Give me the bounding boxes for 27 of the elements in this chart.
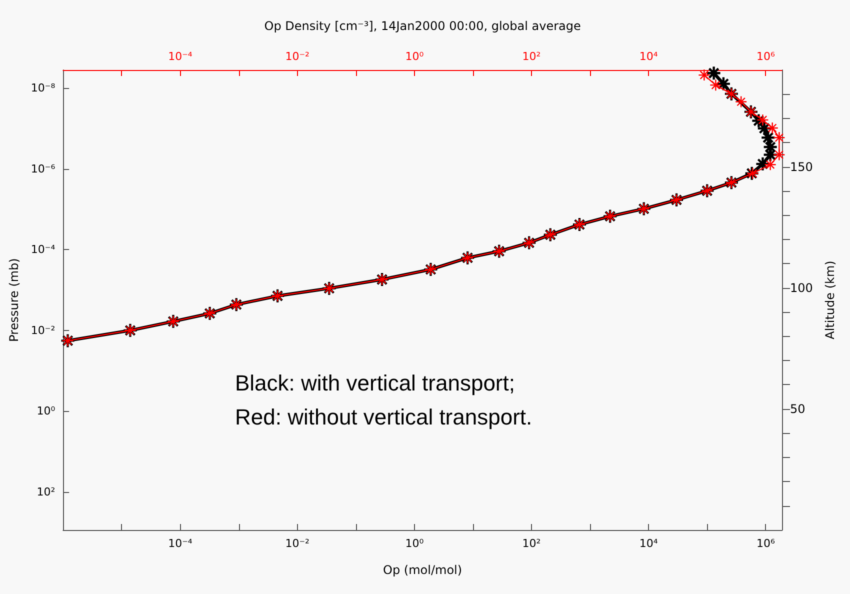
- y-tick-label: 10⁻⁶: [30, 162, 56, 176]
- text: 10²: [522, 50, 541, 63]
- x-tick-label: 10⁴: [639, 537, 658, 550]
- x-tick-label: 10⁻²: [285, 537, 310, 550]
- y2-tick-label: 50: [790, 402, 806, 416]
- text: 10⁻⁴: [168, 50, 192, 63]
- y2-tick-label: 150: [790, 160, 813, 174]
- x-axis-title: Op (mol/mol): [383, 563, 462, 577]
- y-tick-label: 10⁻²: [30, 324, 56, 337]
- x-tick-label: 10⁶: [756, 537, 776, 550]
- text: 10⁶: [756, 50, 775, 63]
- text: 10⁻²: [285, 50, 310, 63]
- text: 10⁰: [405, 50, 424, 63]
- y-tick-label: 10⁻⁸: [30, 81, 56, 94]
- y-tick-label: 10²: [36, 486, 56, 499]
- y-tick-label: 10⁻⁴: [30, 243, 56, 256]
- y2-axis-title: Altitude (km): [822, 260, 837, 340]
- y-tick-label: 10⁰: [36, 404, 56, 418]
- x2-axis-title: Op Density [cm⁻³], 14Jan2000 00:00, global average: [264, 19, 581, 33]
- y-axis-title: Pressure (mb): [7, 258, 21, 342]
- y2-tick-label: 100: [790, 280, 813, 295]
- annotation: Black: with vertical transport;: [235, 370, 515, 396]
- x-tick-label: 10⁰: [405, 537, 424, 550]
- text: 10⁴: [639, 50, 658, 63]
- annotation: Red: without vertical transport.: [235, 404, 532, 430]
- x-tick-label: 10⁻⁴: [168, 537, 193, 550]
- x-tick-label: 10²: [522, 537, 541, 550]
